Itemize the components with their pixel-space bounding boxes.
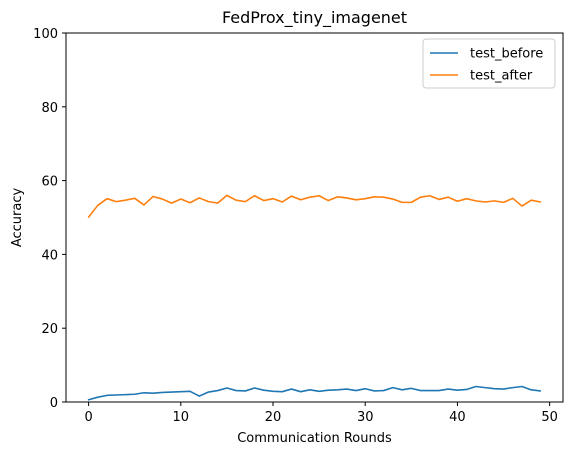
legend: test_before test_after xyxy=(422,38,556,89)
x-tick-label: 10 xyxy=(173,410,190,425)
y-axis-label: Accuracy xyxy=(10,188,25,248)
legend-label-test-after: test_after xyxy=(470,69,533,84)
y-tick-label: 60 xyxy=(41,175,58,190)
y-tick-label: 100 xyxy=(33,27,58,42)
legend-label-test-before: test_before xyxy=(470,47,543,62)
x-tick-label: 0 xyxy=(84,410,92,425)
chart-title: FedProx_tiny_imagenet xyxy=(222,8,407,28)
series-layer xyxy=(87,194,542,401)
y-tick-label: 40 xyxy=(41,248,58,263)
x-tick-label: 20 xyxy=(265,410,282,425)
y-tick-label: 20 xyxy=(41,322,58,337)
x-axis-label: Communication Rounds xyxy=(237,431,392,446)
x-tick-label: 40 xyxy=(449,410,466,425)
series-line-test-after xyxy=(87,194,542,218)
ticks-layer: 0 10 20 30 40 50 0 20 40 60 80 100 xyxy=(33,27,558,425)
x-tick-label: 50 xyxy=(541,410,558,425)
y-tick-label: 0 xyxy=(50,396,58,411)
y-tick-label: 80 xyxy=(41,101,58,116)
series-line-test-before xyxy=(87,385,542,401)
x-tick-label: 30 xyxy=(357,410,374,425)
plot-frame xyxy=(65,32,564,403)
